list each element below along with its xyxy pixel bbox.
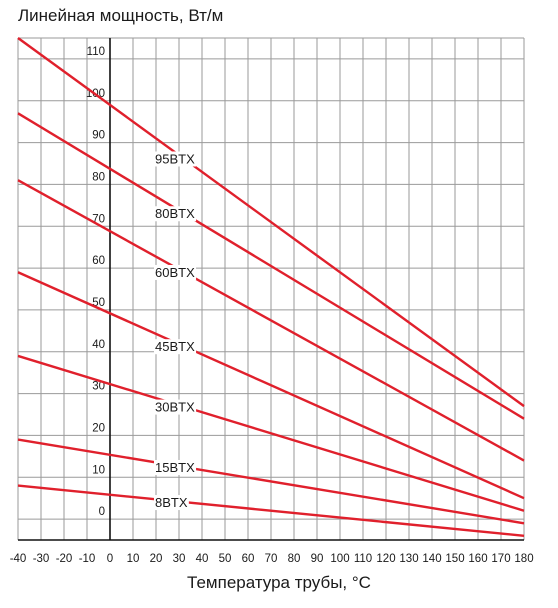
y-tick-label: 10 xyxy=(92,464,105,476)
x-tick-label: 80 xyxy=(288,553,301,565)
series-line xyxy=(17,271,525,500)
series-line xyxy=(17,179,525,462)
x-tick-label: 30 xyxy=(173,553,186,565)
series-label: 15BTX xyxy=(155,460,195,475)
series-label: 8BTX xyxy=(155,495,188,510)
y-tick-label: 30 xyxy=(92,381,105,393)
x-tick-label: -10 xyxy=(79,553,96,565)
x-axis-title: Температура трубы, °С xyxy=(187,573,371,592)
x-tick-label: 50 xyxy=(219,553,232,565)
x-tick-label: 0 xyxy=(107,553,113,565)
y-tick-label: 110 xyxy=(87,46,105,58)
x-tick-label: 110 xyxy=(354,553,372,565)
x-tick-label: 60 xyxy=(242,553,255,565)
series-label: 95BTX xyxy=(155,151,195,166)
tick-labels: -40 -30 -20 -10 0 10 20 30 40 50 60 70 80 90 100 110 120… xyxy=(10,46,534,565)
series-label: 60BTX xyxy=(155,265,195,280)
series-label-background xyxy=(154,151,197,167)
series-line xyxy=(17,37,525,408)
series-label-background xyxy=(154,399,197,415)
series-line xyxy=(17,438,525,525)
x-tick-label: -40 xyxy=(10,553,27,565)
x-tick-label: 100 xyxy=(330,553,349,565)
series-labels: 95BTX 80BTX 60BTX 45BTX 30BTX 15BTX 8BTX xyxy=(154,151,197,511)
grid xyxy=(17,37,525,540)
x-tick-label: 40 xyxy=(196,553,209,565)
axes xyxy=(18,38,524,541)
series-line xyxy=(17,112,525,420)
series-label: 45BTX xyxy=(155,339,195,354)
x-tick-label: -30 xyxy=(33,553,50,565)
series-line xyxy=(17,354,525,512)
y-tick-label: 90 xyxy=(92,130,105,142)
series-line xyxy=(17,484,525,538)
series-label: 30BTX xyxy=(155,400,195,415)
series-label: 80BTX xyxy=(155,206,195,221)
y-tick-label: 60 xyxy=(92,255,105,267)
x-tick-label: 130 xyxy=(399,553,418,565)
series-lines xyxy=(17,37,525,538)
x-tick-label: 180 xyxy=(514,553,533,565)
x-tick-label: 140 xyxy=(422,553,441,565)
x-tick-label: 20 xyxy=(150,553,163,565)
y-tick-label: 0 xyxy=(99,506,105,518)
series-label-background xyxy=(154,339,197,355)
y-tick-label: 20 xyxy=(92,422,105,434)
y-tick-label: 80 xyxy=(92,171,105,183)
x-tick-label: -20 xyxy=(56,553,73,565)
x-tick-label: 10 xyxy=(127,553,140,565)
series-label-background xyxy=(154,206,197,222)
series-label-background xyxy=(154,459,197,475)
x-tick-label: 170 xyxy=(491,553,510,565)
x-tick-label: 150 xyxy=(445,553,464,565)
y-tick-label: 40 xyxy=(92,339,105,351)
series-label-background xyxy=(154,495,189,511)
x-tick-label: 70 xyxy=(265,553,278,565)
series-label-background xyxy=(154,264,197,280)
x-tick-label: 120 xyxy=(376,553,395,565)
y-axis-title: Линейная мощность, Вт/м xyxy=(18,6,224,25)
x-tick-label: 90 xyxy=(311,553,324,565)
x-tick-label: 160 xyxy=(468,553,487,565)
